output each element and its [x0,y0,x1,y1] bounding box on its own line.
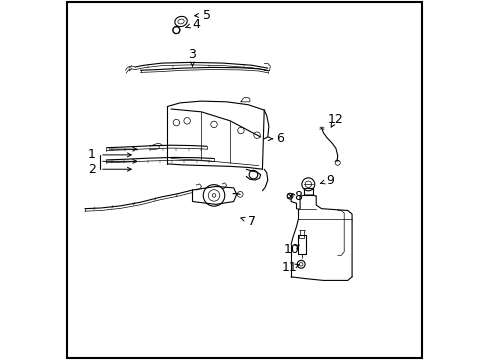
Text: 3: 3 [188,48,196,61]
Text: 9: 9 [326,174,334,186]
Text: 5: 5 [203,9,210,22]
Text: 11: 11 [282,261,297,274]
Text: 1: 1 [88,148,96,161]
Text: 12: 12 [327,113,343,126]
Text: 4: 4 [192,18,200,31]
Text: 10: 10 [283,243,299,256]
Text: 7: 7 [247,215,255,228]
Text: 2: 2 [88,163,96,176]
Text: 6: 6 [276,132,284,145]
Text: 8: 8 [294,190,302,203]
